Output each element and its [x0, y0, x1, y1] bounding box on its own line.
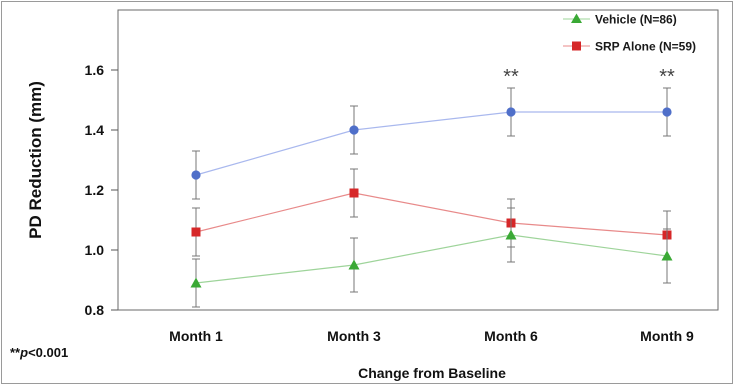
series-layer [190, 87, 673, 308]
y-tick-label: 1.0 [85, 242, 105, 258]
data-point-triangle [505, 229, 517, 240]
x-axis: Month 1 Month 3 Month 6 Month 9 [169, 328, 694, 344]
significance-markers: ** ** [503, 66, 675, 88]
legend-triangle-marker [571, 13, 582, 23]
y-axis: 0.8 1.0 1.2 1.4 1.6 [85, 62, 118, 318]
y-tick-label: 0.8 [85, 302, 105, 318]
data-point-triangle [661, 250, 673, 261]
significance-label: ** [503, 66, 519, 88]
data-point-circle [662, 107, 672, 117]
series-line [195, 192, 668, 236]
plot-area [117, 9, 719, 311]
data-point-circle [191, 170, 201, 180]
data-point-circle [349, 125, 359, 135]
series-square [191, 168, 672, 260]
x-tick-label: Month 3 [327, 328, 381, 344]
footnote: **p<0.001 [10, 345, 68, 360]
y-tick-label: 1.2 [85, 182, 105, 198]
x-axis-title: Change from Baseline [358, 365, 506, 381]
series-circle [191, 87, 672, 200]
significance-label: ** [659, 66, 675, 88]
data-point-square [349, 188, 359, 198]
legend-label-vehicle: Vehicle (N=86) [595, 13, 677, 27]
x-tick-label: Month 6 [484, 328, 538, 344]
series-triangle [190, 207, 673, 308]
data-point-triangle [190, 277, 202, 288]
x-tick-label: Month 9 [640, 328, 694, 344]
x-tick-label: Month 1 [169, 328, 223, 344]
series-line [195, 111, 667, 176]
figure-border [1, 1, 733, 384]
data-point-square [191, 227, 201, 237]
y-tick-label: 1.4 [85, 122, 105, 138]
data-point-triangle [348, 259, 360, 270]
legend: Vehicle (N=86) SRP Alone (N=59) [563, 13, 696, 54]
y-tick-label: 1.6 [85, 62, 105, 78]
series-line [195, 234, 668, 284]
legend-square-marker [572, 41, 581, 51]
y-axis-title: PD Reduction (mm) [26, 81, 45, 239]
data-point-circle [506, 107, 516, 117]
legend-label-srp: SRP Alone (N=59) [595, 40, 696, 54]
